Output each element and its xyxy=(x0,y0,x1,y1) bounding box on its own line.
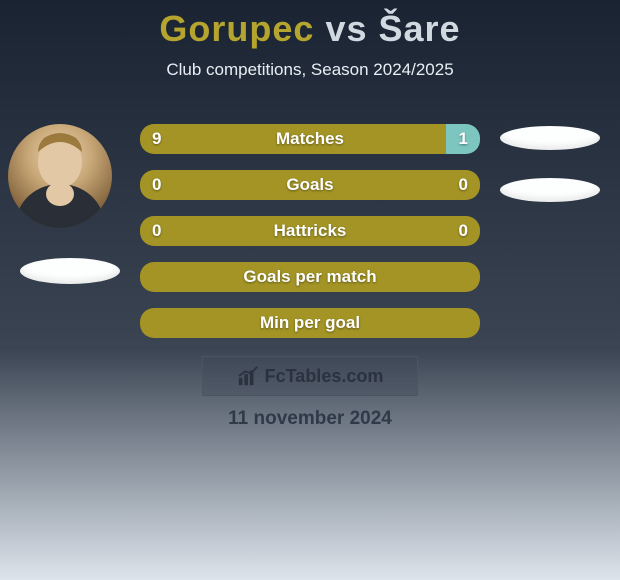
player1-avatar xyxy=(8,124,112,228)
bar-label: Goals per match xyxy=(140,262,480,292)
bar-value-p2: 0 xyxy=(459,170,468,200)
player2-flag-a xyxy=(500,126,600,150)
bar-matches: 9 Matches 1 xyxy=(140,124,480,154)
avatar-icon xyxy=(8,124,112,228)
bar-hattricks: 0 Hattricks 0 xyxy=(140,216,480,246)
bar-min-per-goal: Min per goal xyxy=(140,308,480,338)
player2-flag-b xyxy=(500,178,600,202)
vs-text: vs xyxy=(325,8,367,49)
comparison-bars: 9 Matches 1 0 Goals 0 0 Hattricks 0 Goal… xyxy=(140,124,480,354)
comparison-title: Gorupec vs Šare xyxy=(0,0,620,50)
bar-label: Matches xyxy=(140,124,480,154)
bar-goals-per-match: Goals per match xyxy=(140,262,480,292)
bar-label: Min per goal xyxy=(140,308,480,338)
bar-label: Hattricks xyxy=(140,216,480,246)
player1-flag xyxy=(20,258,120,284)
player1-name: Gorupec xyxy=(159,8,314,49)
comparison-subtitle: Club competitions, Season 2024/2025 xyxy=(0,60,620,80)
bar-label: Goals xyxy=(140,170,480,200)
comparison-date: 11 november 2024 xyxy=(0,408,620,430)
branding-text: FcTables.com xyxy=(265,366,384,387)
bar-value-p2: 0 xyxy=(459,216,468,246)
chart-icon xyxy=(237,365,259,387)
bar-goals: 0 Goals 0 xyxy=(140,170,480,200)
bar-value-p2: 1 xyxy=(459,124,468,154)
branding-badge: FcTables.com xyxy=(202,356,418,396)
player2-name: Šare xyxy=(379,8,461,49)
